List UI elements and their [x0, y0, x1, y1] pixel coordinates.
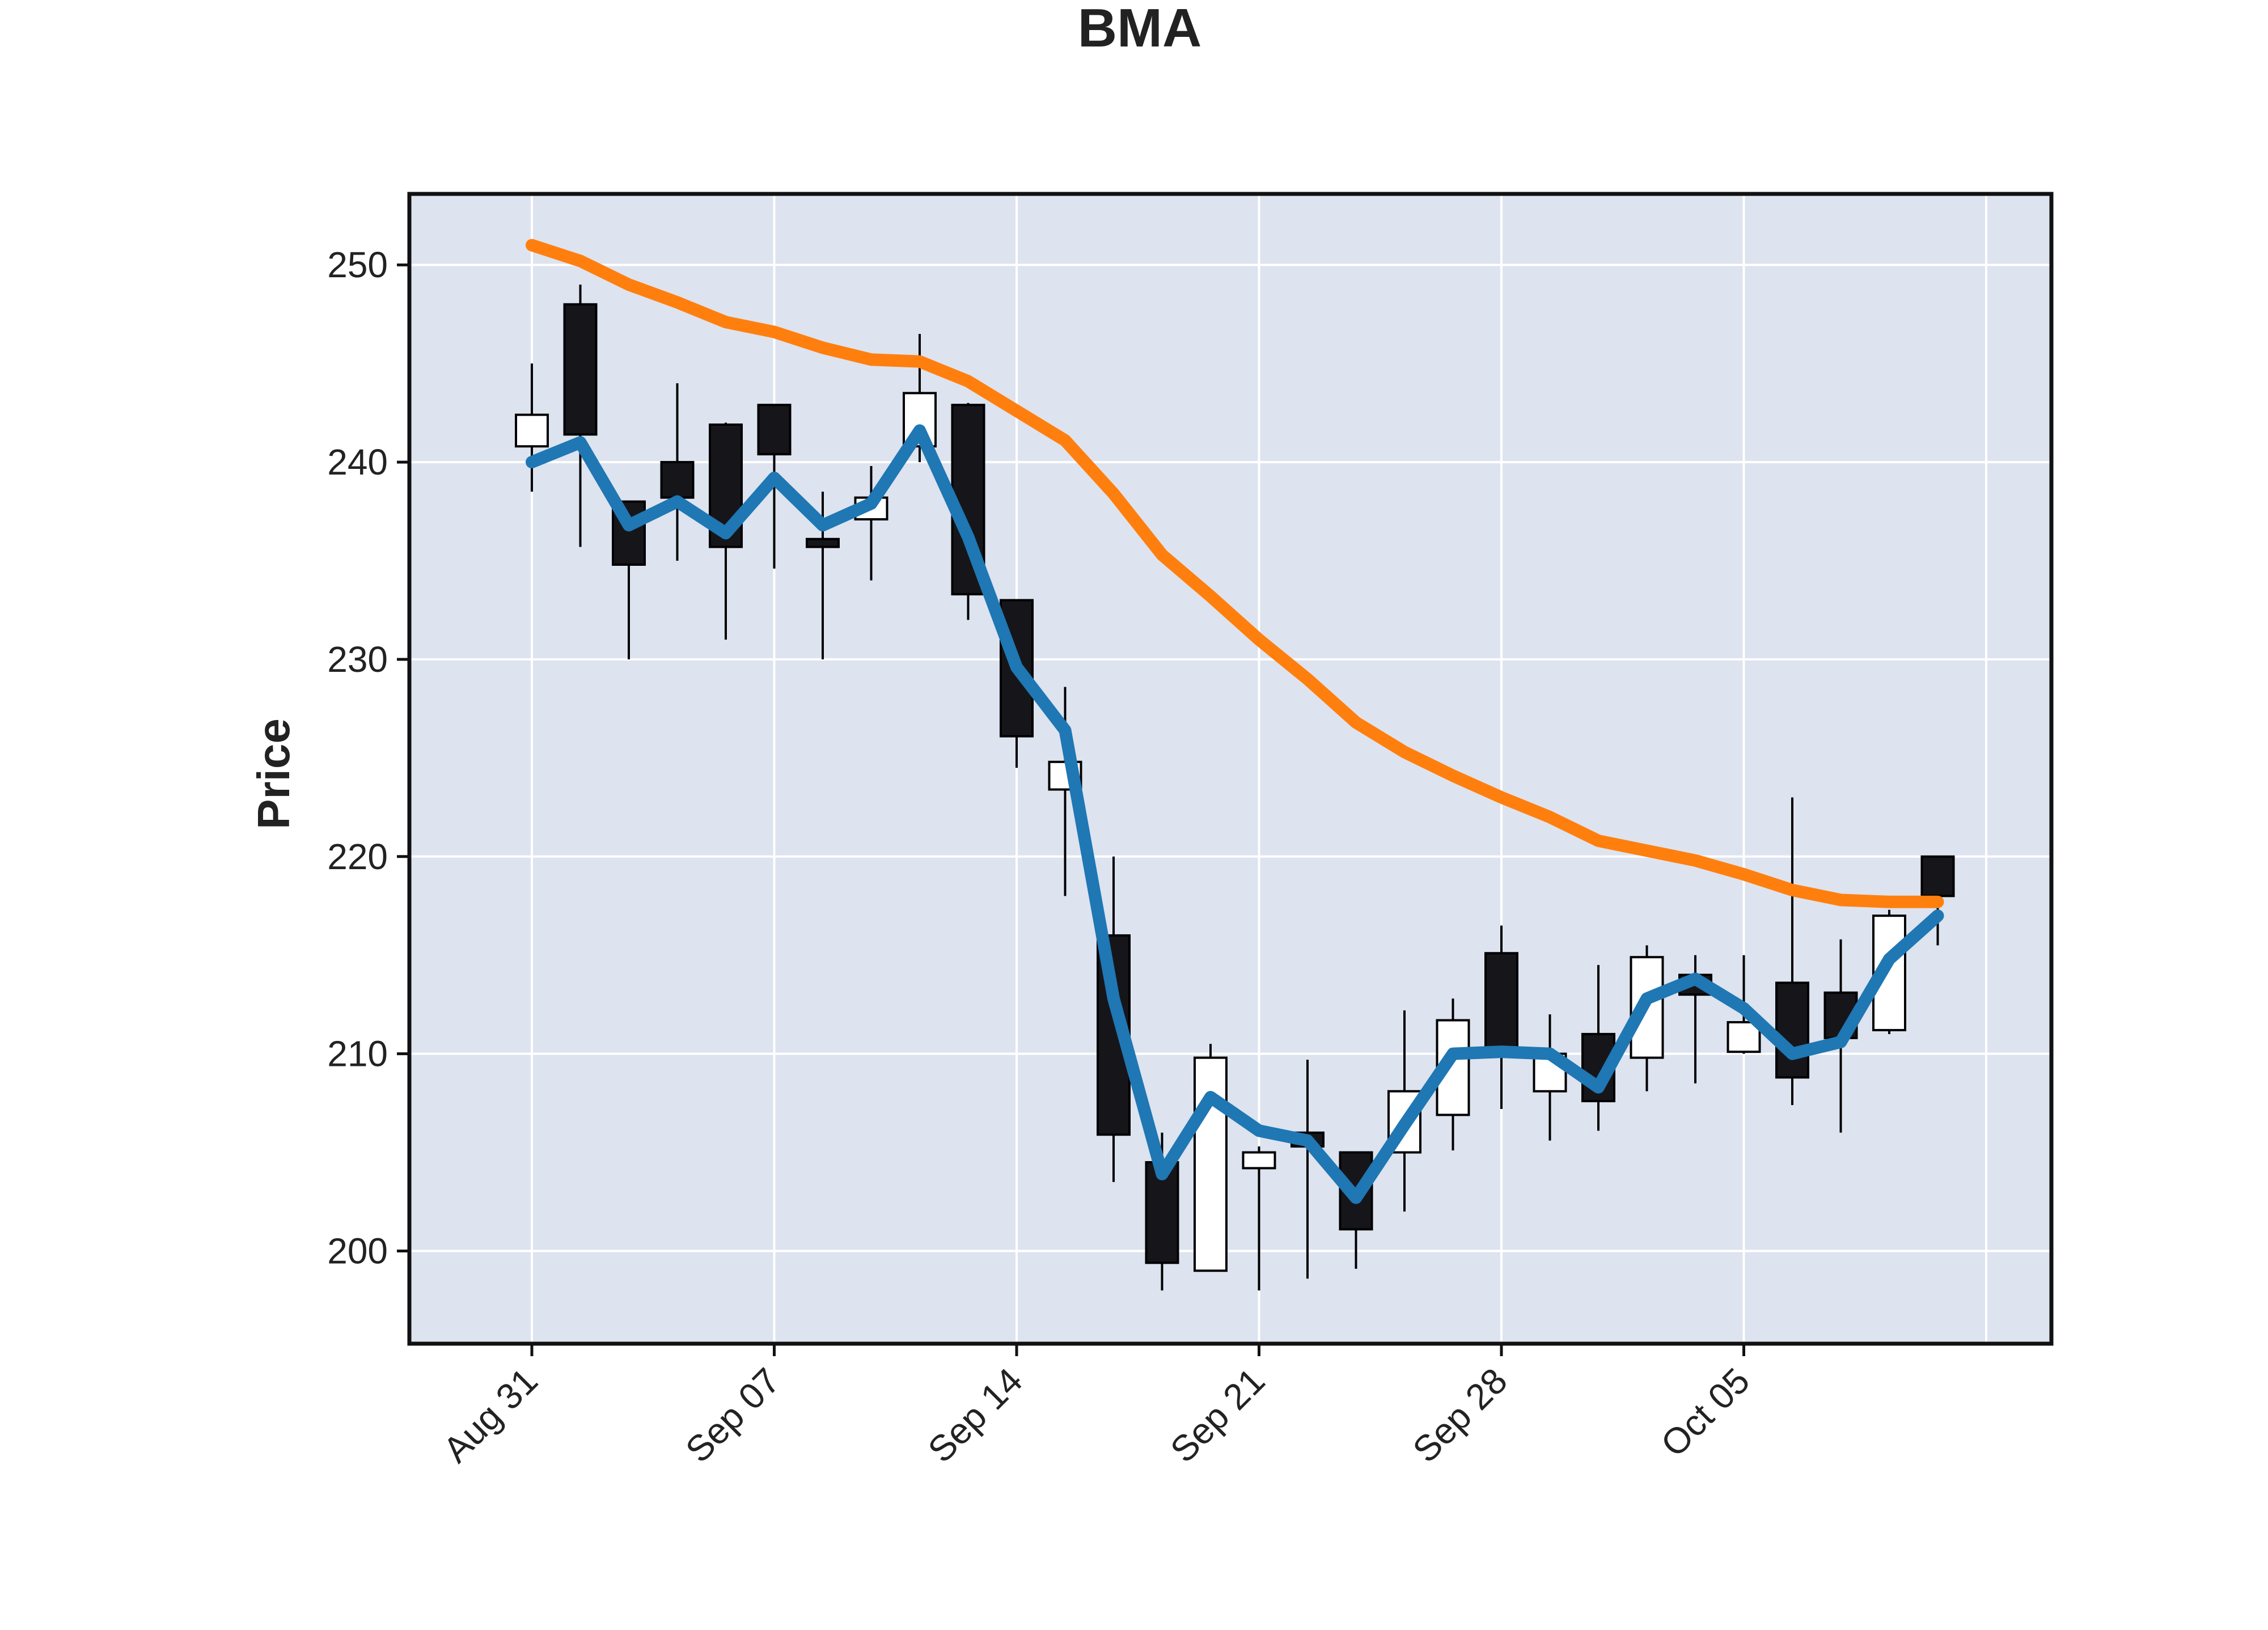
y-tick-label: 240 — [327, 442, 388, 482]
x-tick-label: Sep 28 — [1405, 1360, 1515, 1470]
candle-body-up — [1727, 1021, 1761, 1053]
series-lines — [526, 239, 1944, 1204]
x-tick-label: Aug 31 — [435, 1360, 545, 1470]
x-tick-label: Sep 07 — [678, 1360, 788, 1470]
candle-body-down — [660, 461, 695, 499]
x-tick-label: Sep 21 — [1162, 1360, 1272, 1470]
candle-body-down — [806, 537, 840, 548]
x-axis-ticks: Aug 31 Sep 07 Sep 14 Sep 21 Sep 28 Oct 05 — [435, 1344, 1757, 1470]
y-tick-label: 200 — [327, 1231, 388, 1272]
plot-frame — [407, 192, 2054, 1346]
candle-body-down — [757, 404, 792, 456]
candle-body-up — [515, 413, 549, 448]
x-tick-label: Sep 14 — [920, 1360, 1030, 1470]
grid-lines — [409, 194, 2051, 1344]
candle-body-up — [1194, 1056, 1228, 1272]
plot-area — [409, 194, 2051, 1344]
chart-title: BMA — [1078, 0, 1202, 58]
y-tick-label: 230 — [327, 639, 388, 680]
candle-body-down — [1920, 855, 1955, 897]
candle-body-up — [1242, 1151, 1276, 1170]
close-price-line — [526, 424, 1944, 1204]
candle-body-down — [1775, 981, 1809, 1079]
candle-body-down — [563, 303, 598, 436]
y-tick-label: 220 — [327, 836, 388, 877]
candle-body-down — [1484, 952, 1518, 1053]
y-axis-ticks: 200 210 220 230 240 250 — [327, 244, 409, 1272]
x-tick-label: Oct 05 — [1653, 1360, 1757, 1464]
y-tick-label: 210 — [327, 1034, 388, 1074]
y-tick-label: 250 — [327, 244, 388, 285]
moving-average-line — [526, 239, 1944, 908]
y-axis-label: Price — [248, 718, 299, 829]
